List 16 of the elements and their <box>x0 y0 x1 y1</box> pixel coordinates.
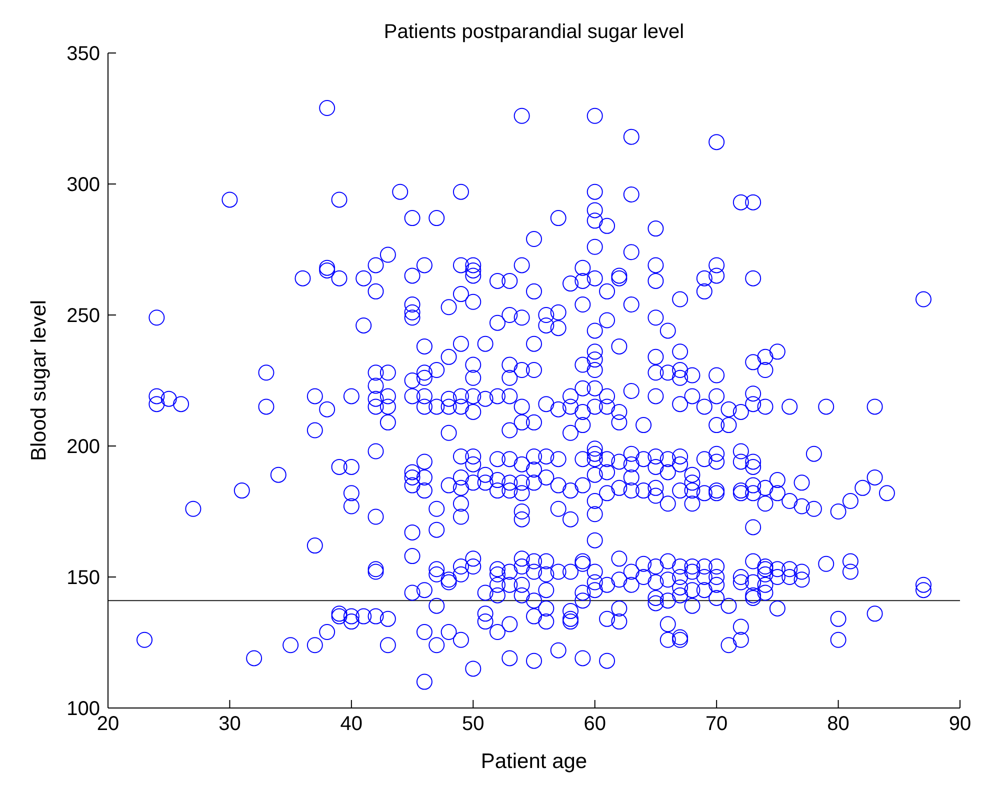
x-tick-label: 20 <box>96 713 120 736</box>
x-tick-label: 90 <box>948 713 972 736</box>
chart-title: Patients postparandial sugar level <box>384 21 684 43</box>
x-tick-label: 80 <box>827 713 850 736</box>
y-tick-label: 150 <box>66 567 100 590</box>
x-tick-label: 40 <box>340 713 363 736</box>
y-tick-label: 250 <box>66 305 100 328</box>
x-tick-label: 70 <box>705 713 728 736</box>
y-tick-label: 200 <box>66 436 100 458</box>
y-tick-label: 300 <box>66 174 100 196</box>
y-tick-label: 350 <box>66 43 100 66</box>
x-axis-title: Patient age <box>480 750 588 773</box>
x-tick-label: 60 <box>584 713 606 736</box>
x-tick-label: 30 <box>218 713 241 736</box>
x-tick-label: 50 <box>462 713 484 736</box>
y-axis-title: Blood sugar level <box>27 300 50 462</box>
